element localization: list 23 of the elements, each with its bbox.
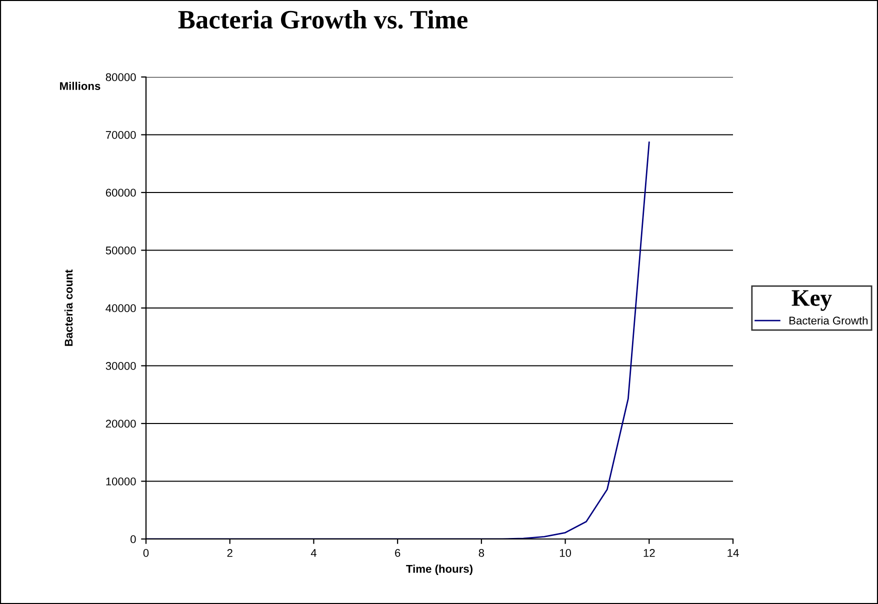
x-tick-label: 0 xyxy=(143,549,149,557)
x-tick-label: 6 xyxy=(395,549,400,557)
x-tick-label: 4 xyxy=(310,549,316,557)
x-tick-label: 8 xyxy=(478,549,484,557)
y-tick-label: 20000 xyxy=(106,420,136,428)
x-tick-label: 14 xyxy=(728,549,739,557)
legend-title: Key xyxy=(792,290,832,311)
y-tick-label: 0 xyxy=(130,535,136,544)
x-tick-label: 10 xyxy=(560,549,572,557)
y-tick-label: 10000 xyxy=(106,478,136,486)
y-tick-label: 50000 xyxy=(106,246,136,254)
x-tick-label: 12 xyxy=(644,549,655,557)
legend-label: Bacteria Growth xyxy=(789,316,868,325)
y-tick-label: 30000 xyxy=(106,362,136,370)
x-axis-title: Time (hours) xyxy=(406,564,472,575)
x-tick-label: 2 xyxy=(227,549,232,557)
text: Millions xyxy=(60,82,100,90)
y-tick-label: 80000 xyxy=(106,73,136,82)
chart-title: Bacteria Growth vs. Time xyxy=(178,10,468,29)
y-tick-label: 60000 xyxy=(106,188,136,197)
y-tick-label: 40000 xyxy=(106,304,136,312)
y-axis-title: Bacteria count xyxy=(64,270,73,346)
y-tick-label: 70000 xyxy=(106,131,136,139)
